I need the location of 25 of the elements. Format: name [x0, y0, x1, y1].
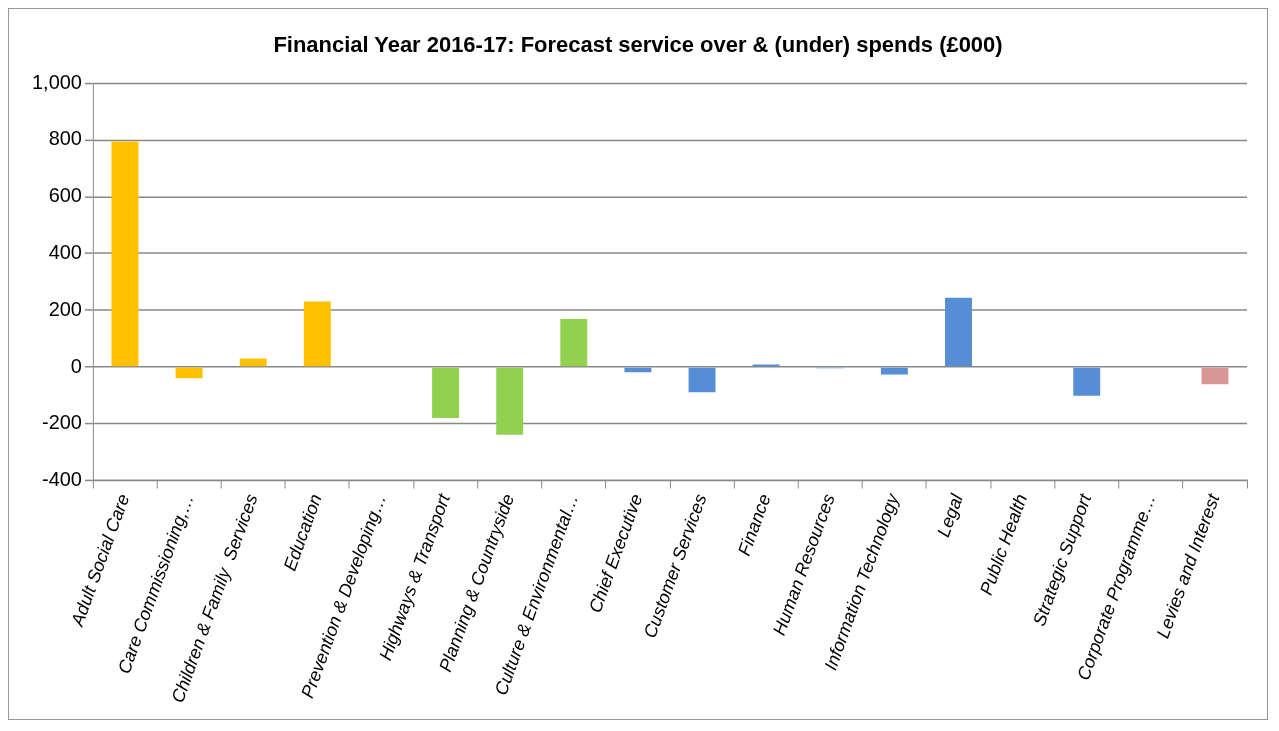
y-tick-label: 600 — [48, 184, 82, 207]
y-tick-label: 400 — [48, 241, 82, 263]
x-tick-label: Adult Social Care — [66, 491, 134, 630]
x-tick-label: Legal — [933, 490, 968, 540]
bar — [496, 367, 524, 435]
bar — [945, 297, 972, 367]
bar — [1073, 367, 1101, 396]
y-tick-label: -200 — [42, 411, 82, 434]
y-tick-label: 1,000 — [32, 70, 82, 93]
bar — [560, 319, 588, 367]
bar — [111, 141, 139, 367]
chart-title: Financial Year 2016-17: Forecast service over & (under) spends (£000) — [273, 32, 1003, 58]
bar — [1201, 367, 1229, 385]
x-tick-label: Public Health — [976, 491, 1032, 598]
bar — [624, 367, 652, 373]
bar — [432, 367, 460, 419]
bar — [175, 367, 203, 379]
bar — [880, 367, 908, 375]
y-tick-label: 800 — [48, 127, 82, 150]
bar — [688, 367, 716, 393]
bar — [303, 301, 331, 367]
y-tick-label: 0 — [70, 354, 82, 377]
y-tick-label: 200 — [48, 297, 82, 320]
y-tick-label: -400 — [42, 468, 82, 491]
bar — [239, 358, 267, 367]
